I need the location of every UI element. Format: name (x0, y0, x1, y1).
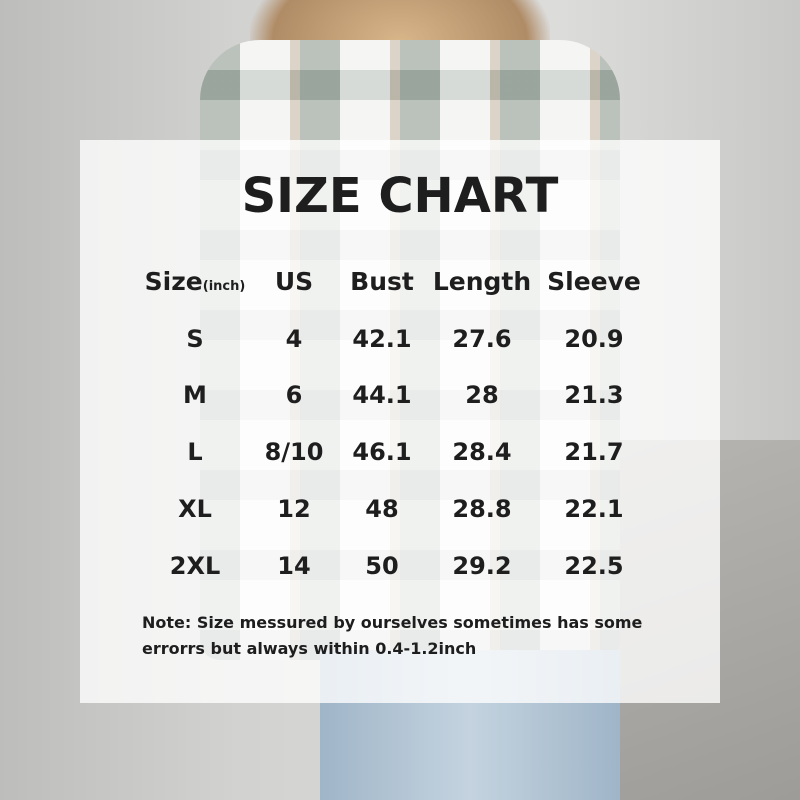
cell-length: 28 (465, 381, 499, 409)
size-chart-panel (80, 140, 720, 703)
cell-sleeve: 22.5 (564, 552, 624, 580)
note-line-2: errorrs but always within 0.4-1.2inch (142, 639, 477, 658)
header-size: Size(inch) (145, 267, 246, 296)
cell-bust: 42.1 (352, 325, 412, 353)
cell-size: M (183, 381, 207, 409)
cell-us: 8/10 (264, 438, 324, 466)
cell-length: 29.2 (452, 552, 512, 580)
cell-size: 2XL (169, 552, 221, 580)
cell-bust: 48 (365, 495, 399, 523)
cell-bust: 44.1 (352, 381, 412, 409)
header-length: Length (432, 267, 532, 296)
cell-length: 28.8 (452, 495, 512, 523)
header-size-label: Size (144, 267, 203, 296)
cell-bust: 50 (365, 552, 399, 580)
cell-size: XL (178, 495, 212, 523)
cell-sleeve: 21.3 (564, 381, 624, 409)
cell-sleeve: 21.7 (564, 438, 624, 466)
cell-sleeve: 20.9 (564, 325, 624, 353)
cell-length: 28.4 (452, 438, 512, 466)
cell-sleeve: 22.1 (564, 495, 624, 523)
cell-us: 4 (285, 325, 303, 353)
note-line-1: Note: Size messured by ourselves sometim… (142, 613, 643, 632)
cell-size: S (186, 325, 204, 353)
cell-us: 6 (285, 381, 303, 409)
cell-us: 12 (277, 495, 311, 523)
cell-size: L (187, 438, 203, 466)
cell-us: 14 (277, 552, 311, 580)
header-us: US (274, 267, 314, 296)
cell-bust: 46.1 (352, 438, 412, 466)
header-bust: Bust (350, 267, 414, 296)
size-chart-title: SIZE CHART (241, 168, 559, 224)
cell-length: 27.6 (452, 325, 512, 353)
header-sleeve: Sleeve (547, 267, 641, 296)
header-size-unit: (inch) (202, 279, 246, 294)
